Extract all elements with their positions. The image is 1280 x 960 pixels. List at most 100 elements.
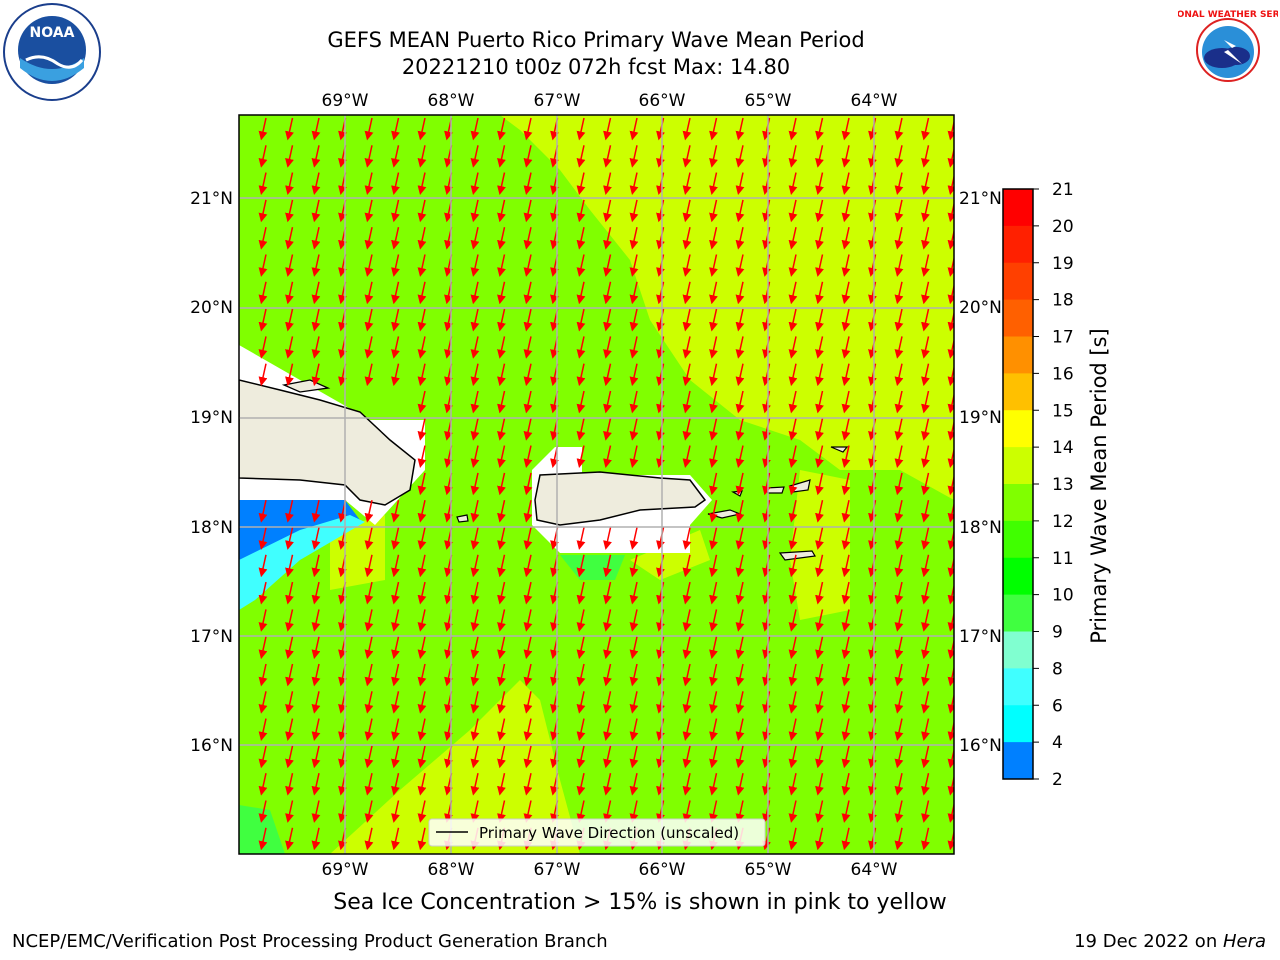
- wave-arrow: [894, 336, 904, 359]
- wave-arrow: [603, 554, 612, 578]
- noaa-logo: NOAA: [3, 3, 101, 101]
- wave-arrow: [629, 418, 639, 441]
- wave-arrow: [709, 745, 718, 769]
- wave-arrow: [285, 636, 294, 660]
- wave-arrow: [497, 254, 506, 277]
- wave-arrow: [735, 363, 745, 387]
- wave-arrow: [470, 800, 480, 823]
- wave-arrow: [841, 663, 851, 687]
- wave-arrow: [788, 527, 798, 550]
- wave-arrow: [682, 609, 692, 632]
- wave-arrow: [815, 472, 824, 496]
- wave-arrow: [841, 145, 851, 168]
- wave-arrow: [709, 172, 718, 195]
- wave-arrow: [391, 827, 400, 851]
- wave-arrow: [735, 308, 745, 332]
- wave-arrow: [285, 281, 294, 305]
- wave-arrow: [523, 800, 533, 823]
- footer-date-text: 19 Dec 2022 on: [1074, 931, 1223, 952]
- wave-arrow: [735, 117, 745, 141]
- wave-arrow: [894, 199, 904, 223]
- wave-arrow: [815, 145, 824, 168]
- wave-arrow: [709, 227, 718, 250]
- wave-arrow: [417, 636, 427, 660]
- wave-arrow: [603, 117, 612, 141]
- wave-arrow: [417, 445, 427, 468]
- nws-logo: NATIONAL WEATHER SERVICE: [1178, 1, 1278, 98]
- wave-arrow: [815, 281, 824, 305]
- wave-arrow: [364, 281, 374, 305]
- wave-arrow: [497, 663, 506, 687]
- wave-arrow: [735, 227, 745, 250]
- wave-arrow: [523, 500, 533, 523]
- wave-arrow: [894, 172, 904, 195]
- wave-arrow: [417, 827, 427, 851]
- colorbar-tick-label: 9: [1052, 623, 1063, 643]
- wave-arrow: [417, 145, 427, 168]
- wave-arrow: [682, 227, 692, 250]
- wave-arrow: [629, 554, 639, 578]
- wave-arrow: [709, 500, 718, 523]
- wave-arrow: [285, 827, 294, 851]
- wave-arrow: [470, 227, 480, 250]
- wave-arrow: [470, 691, 480, 714]
- wave-arrow: [921, 254, 930, 277]
- wave-arrow: [921, 773, 930, 796]
- wave-arrow: [947, 501, 954, 523]
- colorbar-bin: [1003, 262, 1033, 301]
- wave-arrow: [470, 445, 480, 468]
- wave-arrow: [921, 663, 930, 687]
- wave-arrow: [788, 581, 798, 605]
- wave-arrow: [788, 418, 798, 441]
- wave-arrow: [285, 527, 294, 550]
- map-field: [239, 115, 954, 854]
- wave-arrow: [841, 117, 851, 141]
- lat-labels-right: 21°N 20°N 19°N 18°N 17°N 16°N: [959, 189, 1002, 756]
- wave-arrow: [894, 636, 904, 660]
- wave-arrow: [417, 527, 427, 550]
- wave-arrow: [603, 254, 612, 277]
- wave-arrow: [682, 691, 692, 714]
- wave-arrow: [470, 527, 480, 550]
- wave-arrow: [947, 528, 954, 550]
- wave-arrow: [258, 336, 268, 359]
- wave-arrow: [311, 199, 321, 223]
- wave-arrow: [364, 336, 374, 359]
- wave-arrow: [470, 500, 480, 523]
- wave-arrow: [735, 254, 745, 277]
- lat-label: 16°N: [959, 736, 1002, 756]
- lon-label: 64°W: [851, 91, 898, 111]
- wave-arrow: [603, 718, 612, 741]
- wave-arrow: [629, 308, 639, 332]
- wave-arrow: [841, 445, 851, 468]
- wave-arrow: [311, 281, 321, 305]
- land-st-croix: [778, 550, 816, 561]
- wave-arrow: [815, 636, 824, 660]
- wave-arrow: [735, 172, 745, 195]
- wave-arrow: [603, 445, 612, 468]
- colorbar-tick-label: 18: [1052, 291, 1074, 311]
- wave-arrow: [258, 500, 268, 523]
- lon-label: 69°W: [322, 91, 369, 111]
- wave-arrow: [417, 609, 427, 632]
- wave-arrow: [947, 446, 954, 468]
- wave-arrow: [364, 636, 374, 660]
- field-yellow-green-east: [790, 470, 850, 620]
- wave-arrow: [576, 527, 586, 550]
- wave-arrow: [921, 500, 930, 523]
- wave-arrow: [894, 145, 904, 168]
- wave-arrow: [311, 145, 321, 168]
- wave-arrow: [470, 472, 480, 496]
- wave-arrow: [894, 117, 904, 141]
- wave-arrow: [603, 663, 612, 687]
- wave-arrow: [947, 392, 954, 414]
- wave-arrow: [735, 418, 745, 441]
- wave-arrow: [311, 172, 321, 195]
- wave-arrow: [603, 691, 612, 714]
- wave-arrow: [417, 500, 427, 523]
- wave-arrow: [841, 500, 851, 523]
- wave-arrow: [311, 363, 321, 387]
- wave-arrow: [709, 281, 718, 305]
- wave-arrow: [258, 254, 268, 277]
- wave-arrow: [709, 308, 718, 332]
